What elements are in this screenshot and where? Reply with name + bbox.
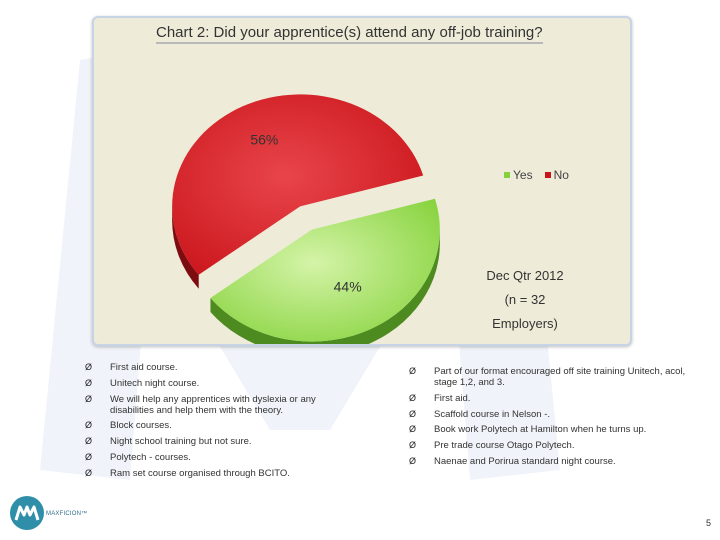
bullet-arrow-icon: Ø [409,366,417,376]
right-bullet-text: Naenae and Porirua standard night course… [434,455,616,467]
bullet-arrow-icon: Ø [409,440,417,451]
chart-panel: Chart 2: Did your apprentice(s) attend a… [92,16,632,346]
bullet-arrow-icon: Ø [409,392,417,403]
legend-swatch-yes [504,172,510,178]
pie-chart: 44% 56% [172,94,440,344]
legend-swatch-no [544,172,551,178]
left-bullet-item: Ø Unitech night course. [85,378,335,389]
left-bullet-item: Ø First aid course. [85,362,335,373]
logo-text: MAXFICION™ [46,511,88,517]
right-bullet-item: Ø First aid. [409,393,689,404]
bullet-arrow-icon: Ø [85,436,93,447]
right-bullet-item: Ø Part of our format encouraged off site … [409,366,689,388]
legend: Yes No [504,168,569,182]
legend-label-no: No [553,168,569,182]
left-bullet-item: Ø We will help any apprentices with dysle… [85,394,335,416]
left-bullet-text: Night school training but not sure. [110,436,252,448]
data-label-no: 56% [250,131,278,147]
right-bullet-text: Pre trade course Otago Polytech. [434,440,575,452]
annotation-period: Dec Qtr 2012 [486,268,564,283]
left-bullet-text: Polytech - courses. [110,451,191,463]
bullet-arrow-icon: Ø [409,408,417,419]
right-bullet-item: Ø Pre trade course Otago Polytech. [409,440,689,451]
bullet-arrow-icon: Ø [409,455,417,466]
bullet-arrow-icon: Ø [85,362,93,372]
bullet-arrow-icon: Ø [85,451,93,462]
chart-title: Chart 2: Did your apprentice(s) attend a… [156,24,543,44]
mm-logo-icon [10,496,44,530]
right-bullet-item: Ø Book work Polytech at Hamilton when he … [409,424,689,435]
left-bullet-item: Ø Polytech - courses. [85,452,335,463]
legend-item-yes: Yes [504,168,533,182]
bullet-arrow-icon: Ø [85,420,93,431]
left-bullet-list: Ø First aid course. Ø Unitech night course.… [85,362,335,484]
left-bullet-text: Unitech night course. [110,377,200,389]
right-bullet-item: Ø Scaffold course in Nelson -. [409,409,689,420]
right-bullet-text: Part of our format encouraged off site t… [434,366,686,388]
right-bullet-text: Book work Polytech at Hamilton when he t… [434,424,647,436]
bullet-arrow-icon: Ø [409,424,417,435]
bullet-arrow-icon: Ø [85,393,93,404]
right-bullet-list: Ø Part of our format encouraged off site … [409,366,689,472]
annotation-sample-size: (n = 32 Employers) [492,292,558,331]
bullet-arrow-icon: Ø [85,467,93,478]
left-bullet-text: Block courses. [110,420,172,432]
data-label-yes: 44% [334,279,362,295]
left-bullet-text: We will help any apprentices with dyslex… [110,393,316,416]
pie-slice-no [172,94,424,289]
left-bullet-item: Ø Night school training but not sure. [85,436,335,447]
legend-label-yes: Yes [513,168,533,182]
right-bullet-text: First aid. [434,392,471,404]
right-bullet-item: Ø Naenae and Porirua standard night cours… [409,456,689,467]
left-bullet-text: Ram set course organised through BCITO. [110,467,290,479]
left-bullet-item: Ø Block courses. [85,420,335,431]
page-number: 5 [706,518,712,528]
legend-item-no: No [544,168,569,182]
left-bullet-item: Ø Ram set course organised through BCITO. [85,468,335,479]
pie-slice-yes [210,198,440,344]
left-bullet-text: First aid course. [110,362,178,373]
bullet-arrow-icon: Ø [85,377,93,388]
chart-annotation: Dec Qtr 2012 (n = 32 Employers) [470,264,580,336]
right-bullet-text: Scaffold course in Nelson -. [434,408,550,420]
